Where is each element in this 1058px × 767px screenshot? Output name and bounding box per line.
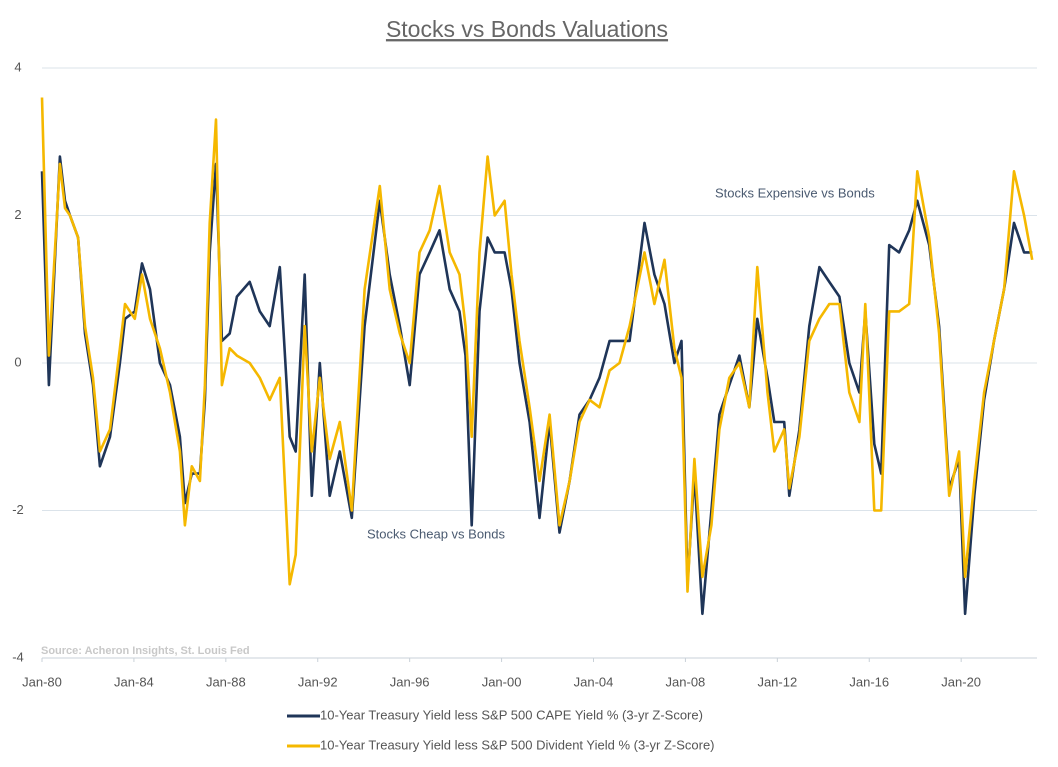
y-tick-label: 4 (14, 59, 21, 74)
legend-label: 10-Year Treasury Yield less S&P 500 CAPE… (320, 707, 703, 722)
y-tick-label: -4 (12, 649, 24, 664)
x-tick-label: Jan-00 (482, 674, 522, 689)
x-tick-label: Jan-80 (22, 674, 62, 689)
series-line (40, 155, 1033, 616)
x-tick-label: Jan-20 (941, 674, 981, 689)
x-tick-label: Jan-84 (114, 674, 154, 689)
x-tick-label: Jan-12 (757, 674, 797, 689)
series-line (40, 97, 1034, 593)
y-tick-label: -2 (12, 502, 24, 517)
source: Source: Acheron Insights, St. Louis Fed (41, 645, 250, 657)
legend-label: 10-Year Treasury Yield less S&P 500 Divi… (320, 737, 715, 752)
x-tick-label: Jan-96 (390, 674, 430, 689)
chart-title: Stocks vs Bonds Valuations (386, 16, 668, 42)
annotation: Stocks Cheap vs Bonds (367, 526, 506, 541)
x-tick-label: Jan-08 (666, 674, 706, 689)
x-tick-label: Jan-88 (206, 674, 246, 689)
y-tick-label: 2 (14, 207, 21, 222)
x-tick-label: Jan-92 (298, 674, 338, 689)
y-tick-label: 0 (14, 354, 21, 369)
x-tick-label: Jan-16 (849, 674, 889, 689)
x-tick-label: Jan-04 (574, 674, 614, 689)
annotation: Stocks Expensive vs Bonds (715, 185, 875, 200)
